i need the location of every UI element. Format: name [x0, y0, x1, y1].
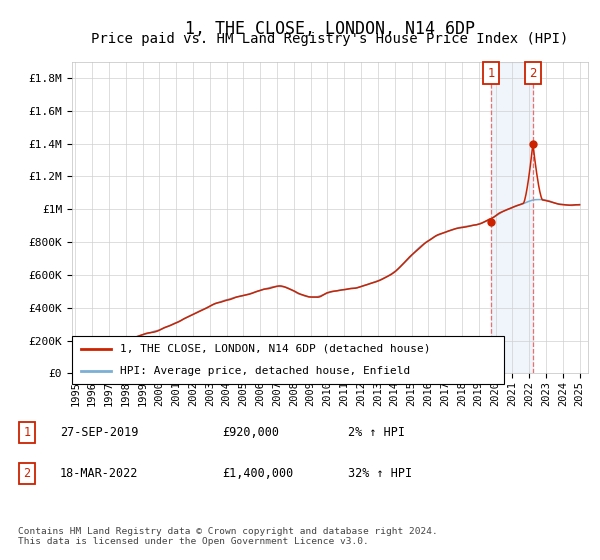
Text: Price paid vs. HM Land Registry's House Price Index (HPI): Price paid vs. HM Land Registry's House …: [91, 32, 569, 46]
Bar: [491, 62, 533, 374]
Text: 1: 1: [487, 67, 495, 80]
Text: 1, THE CLOSE, LONDON, N14 6DP (detached house): 1, THE CLOSE, LONDON, N14 6DP (detached …: [119, 344, 430, 354]
Text: £920,000: £920,000: [222, 426, 279, 439]
Text: 32% ↑ HPI: 32% ↑ HPI: [348, 466, 412, 480]
Text: 2% ↑ HPI: 2% ↑ HPI: [348, 426, 405, 439]
Text: 27-SEP-2019: 27-SEP-2019: [60, 426, 139, 439]
Text: HPI: Average price, detached house, Enfield: HPI: Average price, detached house, Enfi…: [119, 366, 410, 376]
Text: 2: 2: [529, 67, 536, 80]
Text: 18-MAR-2022: 18-MAR-2022: [60, 466, 139, 480]
Text: 1, THE CLOSE, LONDON, N14 6DP: 1, THE CLOSE, LONDON, N14 6DP: [185, 20, 475, 38]
Text: £1,400,000: £1,400,000: [222, 466, 293, 480]
Text: 2: 2: [23, 466, 31, 480]
Text: 1: 1: [23, 426, 31, 439]
Text: Contains HM Land Registry data © Crown copyright and database right 2024.
This d: Contains HM Land Registry data © Crown c…: [18, 526, 438, 546]
